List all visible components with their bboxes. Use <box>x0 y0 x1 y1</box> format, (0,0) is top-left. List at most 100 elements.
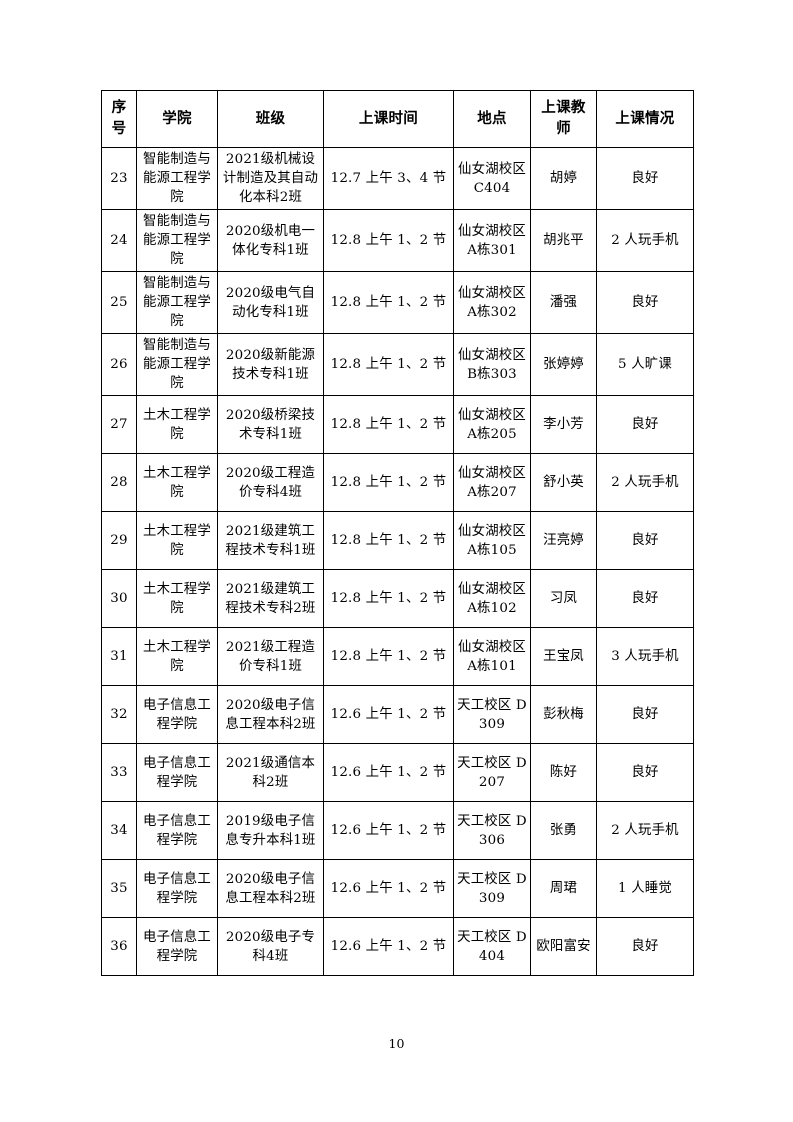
cell-college: 智能制造与能源工程学院 <box>136 333 218 397</box>
cell-seq: 28 <box>101 453 137 513</box>
cell-place: 仙女湖校区A栋301 <box>453 209 531 273</box>
cell-college: 智能制造与能源工程学院 <box>136 271 218 335</box>
cell-status: 2 人玩手机 <box>596 801 694 861</box>
cell-seq: 23 <box>101 146 137 211</box>
cell-college: 土木工程学院 <box>136 395 218 455</box>
cell-college: 土木工程学院 <box>136 627 218 687</box>
cell-time: 12.6 上午 1、2 节 <box>323 743 454 803</box>
cell-time: 12.6 上午 1、2 节 <box>323 859 454 919</box>
table-row: 34 电子信息工程学院 2019级电子信息专升本科1班 12.6 上午 1、2 … <box>101 801 694 861</box>
cell-time: 12.6 上午 1、2 节 <box>323 917 454 977</box>
attendance-table: 序号 学院 班级 上课时间 地点 上课教师 上课情况 23 智能制造与能源工程学… <box>101 90 694 977</box>
column-header-place: 地点 <box>453 90 531 148</box>
cell-college: 电子信息工程学院 <box>136 685 218 745</box>
cell-place: 仙女湖校区A栋207 <box>453 453 531 513</box>
cell-place: 天工校区 D309 <box>453 685 531 745</box>
cell-college: 智能制造与能源工程学院 <box>136 209 218 273</box>
cell-place: 仙女湖校区A栋102 <box>453 569 531 629</box>
cell-time: 12.8 上午 1、2 节 <box>323 569 454 629</box>
column-header-time: 上课时间 <box>323 90 454 148</box>
cell-status: 良好 <box>596 743 694 803</box>
cell-seq: 34 <box>101 801 137 861</box>
cell-place: 天工校区 D404 <box>453 917 531 977</box>
cell-college: 智能制造与能源工程学院 <box>136 146 218 211</box>
cell-class: 2021级通信本科2班 <box>217 743 324 803</box>
cell-class: 2020级机电一体化专科1班 <box>217 209 324 273</box>
cell-status: 良好 <box>596 271 694 335</box>
cell-status: 5 人旷课 <box>596 333 694 397</box>
column-header-teacher: 上课教师 <box>530 90 597 148</box>
table-row: 23 智能制造与能源工程学院 2021级机械设计制造及其自动化本科2班 12.7… <box>101 146 694 211</box>
cell-time: 12.8 上午 1、2 节 <box>323 627 454 687</box>
cell-place: 仙女湖校区A栋205 <box>453 395 531 455</box>
cell-status: 1 人睡觉 <box>596 859 694 919</box>
table-header-row: 序号 学院 班级 上课时间 地点 上课教师 上课情况 <box>101 90 694 148</box>
cell-class: 2020级电子信息工程本科2班 <box>217 685 324 745</box>
cell-class: 2020级电气自动化专科1班 <box>217 271 324 335</box>
table-row: 36 电子信息工程学院 2020级电子专科4班 12.6 上午 1、2 节 天工… <box>101 917 694 977</box>
cell-teacher: 周珺 <box>530 859 597 919</box>
cell-teacher: 陈好 <box>530 743 597 803</box>
cell-teacher: 李小芳 <box>530 395 597 455</box>
cell-place: 天工校区 D207 <box>453 743 531 803</box>
table-row: 29 土木工程学院 2021级建筑工程技术专科1班 12.8 上午 1、2 节 … <box>101 511 694 571</box>
cell-class: 2020级工程造价专科4班 <box>217 453 324 513</box>
cell-class: 2020级电子专科4班 <box>217 917 324 977</box>
cell-teacher: 张勇 <box>530 801 597 861</box>
table-header: 序号 学院 班级 上课时间 地点 上课教师 上课情况 <box>101 90 694 148</box>
cell-time: 12.7 上午 3、4 节 <box>323 146 454 211</box>
cell-time: 12.8 上午 1、2 节 <box>323 395 454 455</box>
cell-status: 良好 <box>596 569 694 629</box>
cell-time: 12.8 上午 1、2 节 <box>323 511 454 571</box>
table-row: 27 土木工程学院 2020级桥梁技术专科1班 12.8 上午 1、2 节 仙女… <box>101 395 694 455</box>
cell-teacher: 习凤 <box>530 569 597 629</box>
cell-status: 良好 <box>596 685 694 745</box>
cell-class: 2020级电子信息工程本科2班 <box>217 859 324 919</box>
cell-seq: 31 <box>101 627 137 687</box>
table-row: 30 土木工程学院 2021级建筑工程技术专科2班 12.8 上午 1、2 节 … <box>101 569 694 629</box>
cell-class: 2019级电子信息专升本科1班 <box>217 801 324 861</box>
cell-seq: 35 <box>101 859 137 919</box>
cell-college: 电子信息工程学院 <box>136 859 218 919</box>
table-row: 24 智能制造与能源工程学院 2020级机电一体化专科1班 12.8 上午 1、… <box>101 209 694 273</box>
table-body: 23 智能制造与能源工程学院 2021级机械设计制造及其自动化本科2班 12.7… <box>101 146 694 977</box>
cell-status: 2 人玩手机 <box>596 453 694 513</box>
cell-seq: 27 <box>101 395 137 455</box>
cell-seq: 32 <box>101 685 137 745</box>
cell-status: 良好 <box>596 511 694 571</box>
cell-college: 电子信息工程学院 <box>136 917 218 977</box>
cell-college: 电子信息工程学院 <box>136 801 218 861</box>
cell-college: 土木工程学院 <box>136 511 218 571</box>
cell-time: 12.8 上午 1、2 节 <box>323 271 454 335</box>
cell-place: 仙女湖校区A栋101 <box>453 627 531 687</box>
cell-seq: 29 <box>101 511 137 571</box>
table-row: 26 智能制造与能源工程学院 2020级新能源技术专科1班 12.8 上午 1、… <box>101 333 694 397</box>
cell-seq: 30 <box>101 569 137 629</box>
cell-status: 良好 <box>596 146 694 211</box>
cell-teacher: 汪亮婷 <box>530 511 597 571</box>
cell-seq: 33 <box>101 743 137 803</box>
cell-class: 2021级建筑工程技术专科2班 <box>217 569 324 629</box>
cell-class: 2020级桥梁技术专科1班 <box>217 395 324 455</box>
attendance-table-container: 序号 学院 班级 上课时间 地点 上课教师 上课情况 23 智能制造与能源工程学… <box>101 90 694 977</box>
cell-seq: 36 <box>101 917 137 977</box>
cell-college: 电子信息工程学院 <box>136 743 218 803</box>
cell-class: 2021级工程造价专科1班 <box>217 627 324 687</box>
cell-time: 12.8 上午 1、2 节 <box>323 333 454 397</box>
cell-teacher: 张婷婷 <box>530 333 597 397</box>
table-row: 28 土木工程学院 2020级工程造价专科4班 12.8 上午 1、2 节 仙女… <box>101 453 694 513</box>
column-header-seq: 序号 <box>101 90 137 148</box>
cell-teacher: 胡婷 <box>530 146 597 211</box>
cell-class: 2021级机械设计制造及其自动化本科2班 <box>217 146 324 211</box>
cell-college: 土木工程学院 <box>136 569 218 629</box>
table-row: 35 电子信息工程学院 2020级电子信息工程本科2班 12.6 上午 1、2 … <box>101 859 694 919</box>
cell-status: 良好 <box>596 395 694 455</box>
column-header-college: 学院 <box>136 90 218 148</box>
cell-teacher: 舒小英 <box>530 453 597 513</box>
cell-teacher: 潘强 <box>530 271 597 335</box>
table-row: 32 电子信息工程学院 2020级电子信息工程本科2班 12.6 上午 1、2 … <box>101 685 694 745</box>
table-row: 33 电子信息工程学院 2021级通信本科2班 12.6 上午 1、2 节 天工… <box>101 743 694 803</box>
page-number: 10 <box>388 1036 405 1051</box>
cell-college: 土木工程学院 <box>136 453 218 513</box>
